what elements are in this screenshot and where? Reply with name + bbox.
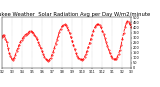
Title: Milwaukee Weather  Solar Radiation Avg per Day W/m2/minute: Milwaukee Weather Solar Radiation Avg pe… (0, 12, 150, 17)
